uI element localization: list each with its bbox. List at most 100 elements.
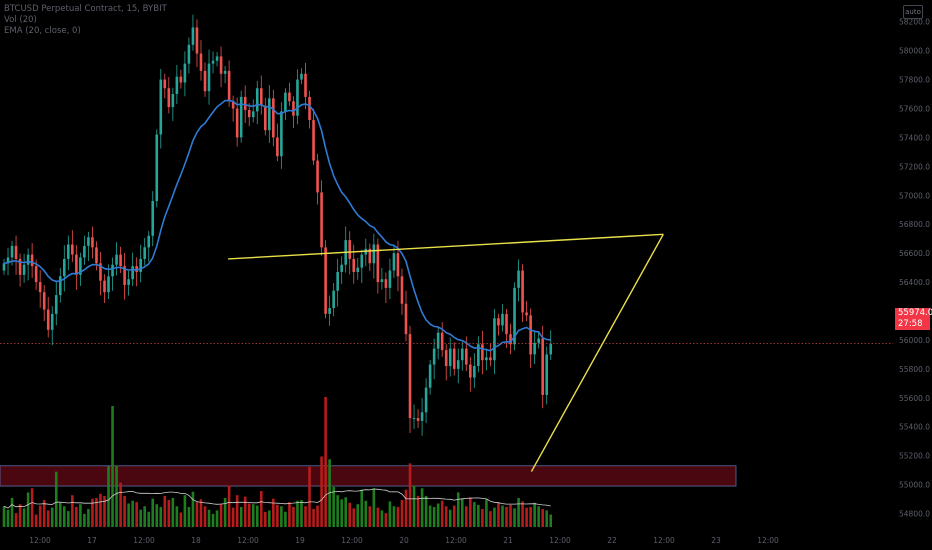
- x-tick-label: 12:00: [237, 536, 259, 545]
- volume-bar: [147, 511, 151, 527]
- volume-bar: [264, 511, 267, 527]
- candle-body: [223, 70, 227, 74]
- volume-bar: [332, 486, 335, 527]
- candle-body: [469, 364, 472, 378]
- y-tick-label: 57000.0: [899, 191, 930, 200]
- triangle-lower-trendline: [530, 234, 664, 472]
- volume-bar: [2, 506, 6, 527]
- y-tick-label: 58000.0: [899, 47, 930, 56]
- auto-scale-button[interactable]: auto: [903, 5, 923, 19]
- y-tick-label: 57800.0: [899, 76, 930, 85]
- candle-body: [388, 270, 392, 288]
- candle-body: [50, 313, 54, 330]
- volume-bar: [151, 498, 155, 527]
- candle-body: [477, 344, 480, 366]
- candle-body: [348, 240, 352, 259]
- volume-bar: [203, 506, 207, 527]
- candle-body: [6, 257, 10, 264]
- candle-body: [392, 253, 396, 271]
- candle-body: [485, 357, 488, 361]
- volume-bar: [187, 506, 191, 527]
- y-tick-label: 56400.0: [899, 278, 930, 287]
- candle-body: [30, 254, 34, 267]
- volume-bar: [312, 509, 315, 527]
- volume-bar: [119, 482, 122, 527]
- x-tick-label: 23: [711, 536, 721, 545]
- candle-body: [424, 387, 428, 413]
- candle-body: [38, 282, 42, 293]
- candle-body: [360, 254, 364, 268]
- candle-body: [115, 254, 118, 265]
- candle-body: [460, 348, 464, 361]
- candle-body: [42, 292, 46, 310]
- candle-body: [316, 160, 319, 193]
- volume-bar: [276, 504, 279, 527]
- x-tick-label: 12:00: [445, 536, 467, 545]
- candle-body: [529, 315, 532, 355]
- volume-bar: [448, 509, 452, 527]
- volume-bar: [199, 499, 203, 527]
- volume-bar: [10, 497, 14, 527]
- candle-body: [456, 360, 460, 369]
- volume-bar: [211, 513, 215, 527]
- volume-bar: [473, 502, 476, 527]
- triangle-upper-trendline: [228, 233, 664, 260]
- volume-bar: [243, 496, 247, 527]
- y-tick-label: 55000.0: [899, 481, 930, 490]
- candle-body: [231, 101, 235, 109]
- candle-body: [111, 264, 114, 277]
- candle-body: [187, 44, 191, 64]
- candle-body: [332, 290, 335, 309]
- candle-body: [191, 27, 195, 45]
- candle-body: [131, 266, 134, 280]
- candle-body: [493, 318, 496, 361]
- candle-body: [175, 76, 179, 95]
- volume-bar: [444, 506, 448, 527]
- volume-bar: [179, 512, 183, 527]
- candle-body: [211, 60, 215, 64]
- volume-bar: [485, 499, 488, 527]
- volume-bar: [284, 511, 287, 527]
- candle-body: [163, 79, 167, 89]
- volume-bar: [436, 503, 440, 527]
- volume-bar: [143, 506, 146, 527]
- y-tick-label: 55200.0: [899, 452, 930, 461]
- volume-bar: [529, 506, 532, 527]
- candle-body: [123, 266, 126, 285]
- volume-bar: [50, 507, 54, 527]
- volume-bar: [111, 405, 114, 527]
- volume-bar: [30, 488, 34, 527]
- volume-bar: [509, 504, 512, 527]
- volume-bar: [14, 513, 18, 527]
- legend-volume[interactable]: Vol (20): [4, 15, 37, 25]
- volume-bar: [22, 508, 26, 527]
- volume-bar: [525, 507, 528, 527]
- volume-bar: [63, 506, 66, 527]
- candle-body: [489, 357, 492, 361]
- volume-bar: [26, 492, 30, 527]
- candle-body: [171, 94, 175, 108]
- volume-bar: [171, 497, 175, 527]
- volume-bar: [191, 491, 195, 527]
- volume-bar: [91, 498, 94, 527]
- candle-body: [521, 270, 524, 313]
- volume-bar: [344, 497, 347, 527]
- volume-bar: [46, 510, 50, 527]
- candle-body: [272, 98, 275, 138]
- volume-bar: [384, 513, 388, 527]
- candle-body: [336, 271, 339, 291]
- candle-body: [513, 287, 516, 345]
- candle-body: [448, 348, 452, 366]
- candle-body: [436, 332, 440, 349]
- candle-body: [99, 263, 102, 281]
- candle-body: [517, 270, 520, 288]
- legend-ema[interactable]: EMA (20, close, 0): [4, 26, 81, 36]
- volume-bar: [155, 504, 159, 527]
- candle-body: [54, 295, 58, 314]
- y-tick-label: 56800.0: [899, 220, 930, 229]
- volume-bar: [227, 485, 231, 527]
- last-price-value: 55974.0: [898, 308, 932, 318]
- legend-symbol[interactable]: BTCUSD Perpetual Contract, 15, BYBIT: [4, 4, 167, 14]
- volume-bar: [416, 495, 420, 527]
